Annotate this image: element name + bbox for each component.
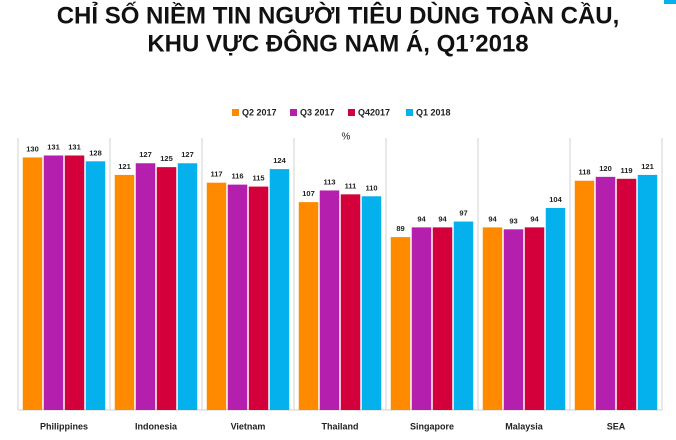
x-tick-label: Vietnam — [231, 421, 266, 431]
legend-label: Q3 2017 — [300, 107, 335, 117]
value-label: 131 — [47, 142, 60, 151]
value-label: 110 — [365, 183, 377, 192]
value-label: 121 — [118, 162, 131, 171]
value-label: 127 — [139, 150, 152, 159]
value-label: 119 — [620, 166, 632, 175]
value-label: 115 — [252, 174, 264, 183]
value-label: 94 — [530, 214, 539, 223]
value-label: 93 — [509, 216, 517, 225]
value-label: 130 — [26, 144, 39, 153]
x-tick-label: SEA — [607, 421, 626, 431]
value-label: 131 — [68, 142, 81, 151]
bar — [319, 190, 340, 410]
bar — [524, 227, 545, 410]
bar — [616, 178, 637, 410]
x-tick-label: Indonesia — [135, 421, 178, 431]
bar — [361, 196, 382, 410]
legend-swatch — [290, 109, 297, 116]
bar — [432, 227, 453, 410]
legend-swatch — [232, 109, 239, 116]
bar — [269, 169, 290, 410]
legend-swatch — [406, 109, 413, 116]
bar — [453, 221, 474, 410]
bar — [177, 163, 198, 410]
chart-title: KHU VỰC ĐÔNG NAM Á, Q1’2018 — [147, 29, 528, 57]
value-label: 127 — [181, 150, 194, 159]
value-label: 111 — [345, 181, 357, 190]
bar — [298, 202, 319, 410]
bar — [206, 182, 227, 410]
unit-label: % — [342, 132, 351, 143]
legend-swatch — [348, 109, 355, 116]
value-label: 120 — [599, 164, 612, 173]
bar — [637, 174, 658, 410]
bar — [227, 184, 248, 410]
legend-label: Q1 2018 — [416, 107, 451, 117]
bar — [64, 155, 85, 410]
value-label: 118 — [578, 168, 590, 177]
bar — [545, 207, 566, 410]
bar — [156, 167, 177, 410]
bar — [390, 237, 411, 410]
bar — [248, 186, 269, 410]
value-label: 107 — [302, 189, 315, 198]
value-label: 116 — [231, 172, 243, 181]
bar — [574, 180, 595, 410]
bar — [43, 155, 64, 410]
legend-label: Q42017 — [358, 107, 390, 117]
value-label: 94 — [488, 214, 497, 223]
bar — [482, 227, 503, 410]
x-tick-label: Philippines — [40, 421, 88, 431]
value-label: 113 — [323, 177, 335, 186]
value-label: 125 — [160, 154, 173, 163]
value-label: 121 — [641, 162, 654, 171]
bar — [595, 176, 616, 410]
bar — [114, 174, 135, 410]
bar — [411, 227, 432, 410]
bar — [22, 157, 43, 410]
x-tick-label: Singapore — [410, 421, 454, 431]
x-tick-label: Thailand — [321, 421, 358, 431]
value-label: 124 — [273, 156, 286, 165]
bar — [135, 163, 156, 410]
value-label: 94 — [438, 214, 447, 223]
value-label: 94 — [417, 214, 426, 223]
value-label: 97 — [459, 209, 467, 218]
decoration — [664, 0, 676, 4]
bar — [503, 229, 524, 410]
x-tick-label: Malaysia — [505, 421, 544, 431]
bar — [85, 161, 106, 410]
value-label: 104 — [549, 195, 562, 204]
legend-label: Q2 2017 — [242, 107, 277, 117]
value-label: 89 — [396, 224, 404, 233]
bar — [340, 194, 361, 410]
chart-title: CHỈ SỐ NIỀM TIN NGƯỜI TIÊU DÙNG TOÀN CẦU… — [57, 0, 620, 29]
value-label: 117 — [210, 170, 222, 179]
value-label: 128 — [89, 148, 102, 157]
